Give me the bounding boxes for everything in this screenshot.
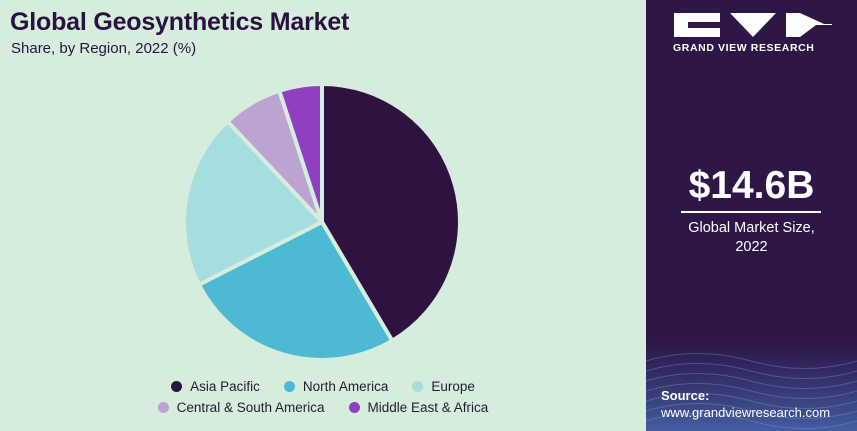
legend-row-2: Central & South America Middle East & Af… (0, 397, 646, 418)
chart-title: Global Geosynthetics Market (10, 8, 350, 36)
legend-label-asia-pacific: Asia Pacific (190, 379, 260, 394)
value-divider (681, 211, 821, 213)
brand-name: GRAND VIEW RESEARCH (673, 42, 815, 54)
legend-item-middle-east-africa: Middle East & Africa (348, 400, 489, 415)
legend-label-europe: Europe (431, 379, 475, 394)
legend-swatch-europe (412, 381, 424, 392)
decorative-wave-pattern (646, 341, 857, 431)
legend-swatch-middle-east-africa (348, 402, 360, 413)
legend-label-middle-east-africa: Middle East & Africa (367, 400, 489, 415)
market-size-caption: Global Market Size, 2022 (646, 219, 857, 257)
chart-subtitle: Share, by Region, 2022 (%) (11, 40, 197, 57)
source-label: Source: (661, 388, 710, 403)
market-size-value: $14.6B (688, 164, 815, 207)
logo-mark-icon (674, 13, 832, 37)
market-caption-line-1: Global Market Size, (688, 220, 815, 236)
legend-row-1: Asia Pacific North America Europe (0, 376, 646, 397)
source-url: www.grandviewresearch.com (661, 405, 831, 420)
legend-item-europe: Europe (412, 379, 475, 394)
market-caption-line-2: 2022 (735, 239, 768, 255)
legend-swatch-asia-pacific (171, 381, 183, 392)
brand-logo: GRAND VIEW RESEARCH (673, 12, 833, 54)
legend-item-central-south-america: Central & South America (157, 400, 325, 415)
legend-label-north-america: North America (302, 379, 389, 394)
legend-item-north-america: North America (283, 379, 389, 394)
pie-slice-middle-east-africa (277, 82, 324, 224)
legend-item-asia-pacific: Asia Pacific (171, 379, 260, 394)
pie-chart (181, 82, 462, 362)
chart-legend: Asia Pacific North America Europe Centra… (0, 376, 646, 418)
legend-swatch-north-america (283, 381, 295, 392)
legend-label-central-south-america: Central & South America (176, 400, 325, 415)
pie-slice-europe (181, 119, 324, 287)
side-panel: GRAND VIEW RESEARCH $14.6B Global Market… (646, 0, 857, 431)
pie-slice-north-america (197, 220, 395, 362)
chart-panel: Global Geosynthetics Market Share, by Re… (0, 8, 646, 418)
legend-swatch-central-south-america (157, 402, 169, 413)
